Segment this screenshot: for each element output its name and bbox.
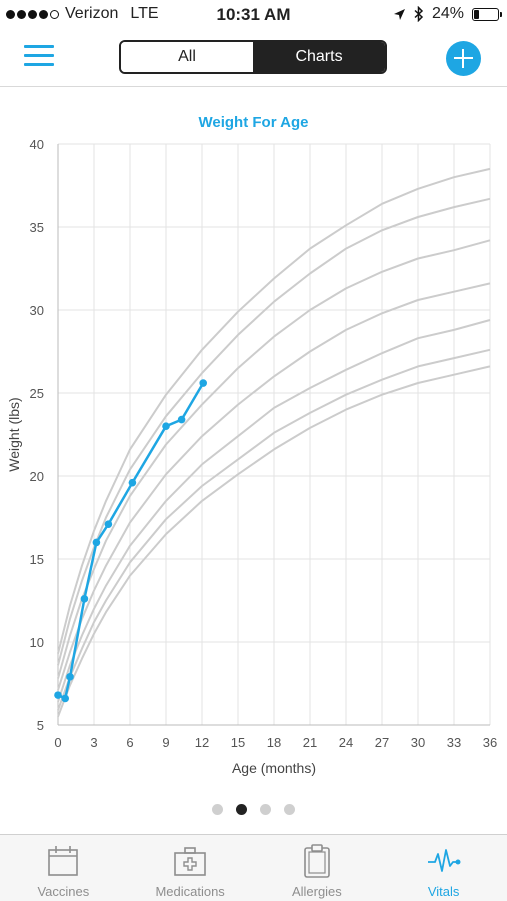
battery-fill [474,9,480,19]
x-tick-label: 33 [447,735,461,750]
tab-label-allergies: Allergies [291,884,342,899]
data-point [61,694,69,703]
status-bar: Verizon LTE 10:31 AM 24% [0,0,507,30]
data-point [92,538,101,547]
y-tick-label: 20 [30,469,44,484]
x-tick-label: 6 [126,735,133,750]
weight-for-age-chart: 0 3 6 9 12 15 18 21 24 27 30 33 36510152025303540Age… [6,137,497,776]
page-indicator [0,804,507,815]
view-segmented-control: All Charts [119,40,387,74]
network-type: LTE [130,5,159,22]
medical-kit-icon [174,847,206,876]
x-tick-label: 12 [195,735,209,750]
data-point [128,478,137,487]
tab-bar: Vaccines Medications Allergies Vitals [0,834,507,901]
status-right: 24% [393,5,502,23]
y-tick-label: 25 [30,386,44,401]
y-tick-label: 15 [30,552,44,567]
reference-curve [57,282,491,691]
x-tick-label: 30 [411,735,425,750]
signal-strength-icon [6,9,59,19]
x-tick-label: 27 [375,735,389,750]
carrier-name: Verizon [65,5,119,22]
page-dot[interactable] [212,804,223,815]
y-tick-label: 35 [30,220,44,235]
x-tick-label: 24 [339,735,353,750]
segment-all[interactable]: All [121,42,253,72]
data-point [54,691,62,699]
tab-medications[interactable]: Medications [127,835,254,901]
status-left: Verizon LTE [6,5,159,23]
data-point [80,595,89,603]
y-tick-label: 10 [30,635,44,650]
x-tick-label: 0 [54,735,61,750]
segment-charts[interactable]: Charts [253,42,385,72]
y-tick-label: 30 [30,303,44,318]
y-tick-label: 40 [30,137,44,152]
tab-label-vitals: Vitals [427,884,460,899]
y-axis-label: Weight (lbs) [6,397,22,471]
bluetooth-icon [414,6,424,22]
data-point [66,673,74,681]
reference-curve [57,197,491,666]
tab-vaccines[interactable]: Vaccines [0,835,127,901]
status-time: 10:31 AM [216,5,291,24]
tab-allergies[interactable]: Allergies [254,835,381,901]
x-tick-label: 9 [162,735,169,750]
x-tick-label: 15 [231,735,245,750]
page-dot[interactable] [236,804,247,815]
series-line [57,382,205,700]
x-tick-label: 21 [303,735,317,750]
reference-curve [57,348,491,711]
data-point [104,520,113,528]
location-arrow-icon [393,8,405,20]
y-tick-label: 5 [37,718,44,733]
calendar-icon [48,846,79,876]
battery-icon [472,7,502,21]
x-axis-label: Age (months) [232,760,316,776]
reference-curve [57,167,491,654]
x-tick-label: 36 [483,735,497,750]
data-point [162,422,170,431]
reference-curve [57,365,491,718]
data-point [177,415,186,424]
header: All Charts [0,30,507,87]
battery-percent: 24% [431,5,464,22]
clipboard-icon [304,844,330,878]
page-dot[interactable] [260,804,271,815]
tab-label-vaccines: Vaccines [37,884,90,899]
x-tick-label: 18 [267,735,281,750]
add-button[interactable] [446,41,481,76]
chart-title: Weight For Age [198,114,309,131]
reference-curve [57,319,491,703]
page-dot[interactable] [284,804,295,815]
x-tick-label: 3 [90,735,97,750]
tab-label-medications: Medications [155,884,225,899]
menu-icon[interactable] [24,45,54,67]
tab-vitals[interactable]: Vitals [380,835,507,901]
data-point [199,379,207,387]
heartbeat-icon [427,849,461,872]
